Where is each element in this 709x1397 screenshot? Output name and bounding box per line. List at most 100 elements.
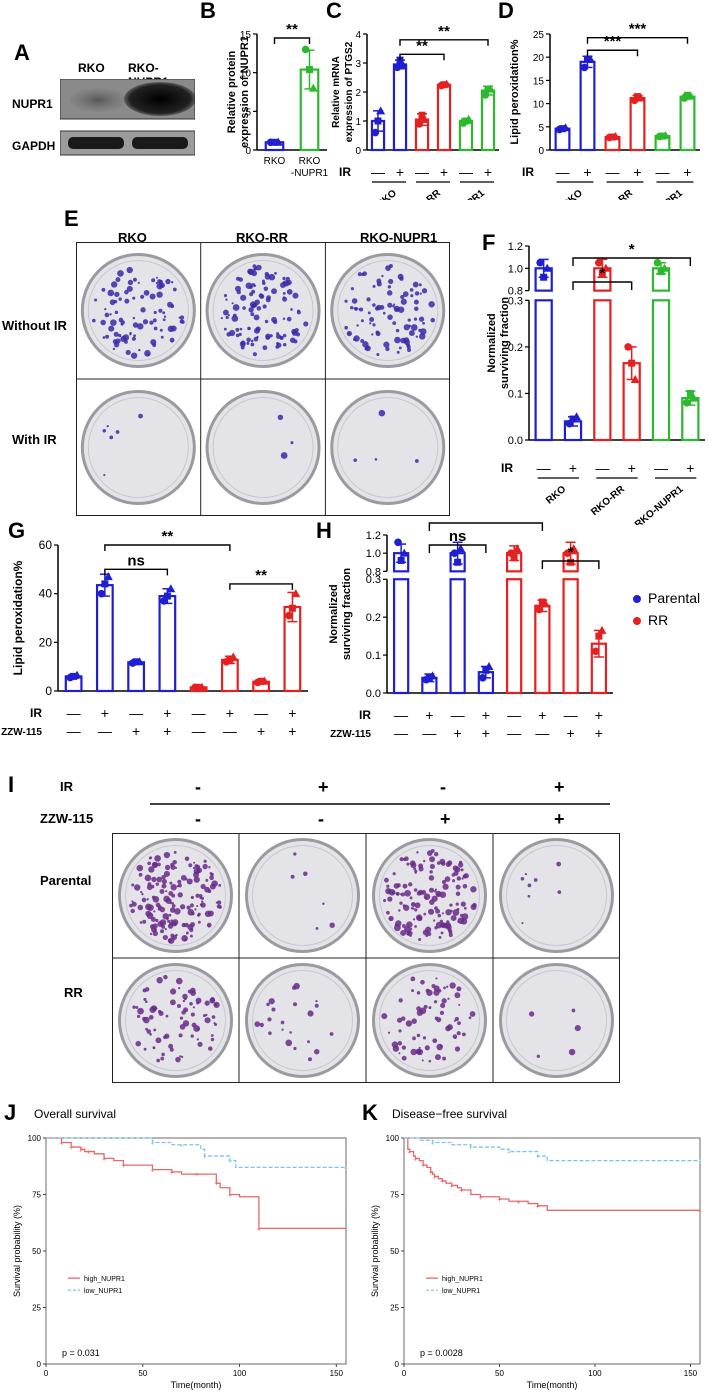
data-point: [609, 133, 616, 141]
colony: [216, 900, 222, 905]
data-point: [376, 106, 386, 115]
colony: [142, 319, 149, 325]
colony: [268, 1031, 272, 1035]
x-tick-label: 0: [44, 1369, 49, 1378]
colony: [396, 350, 400, 354]
colony-i-zzw-2: -: [318, 809, 324, 829]
sig-bracket: [229, 583, 294, 590]
data-point: [482, 666, 490, 674]
zzw-sign: —: [422, 725, 436, 741]
y-tick-label: 20: [533, 53, 545, 64]
colony: [178, 1033, 183, 1038]
colony: [249, 301, 257, 308]
colony: [406, 345, 411, 350]
colony: [202, 863, 208, 870]
colony: [407, 318, 411, 322]
colony: [194, 908, 197, 911]
zzw-sign: +: [288, 723, 296, 739]
colony: [407, 348, 412, 353]
colony: [131, 901, 137, 907]
data-point: [684, 91, 691, 99]
colony: [163, 974, 168, 980]
dish-rim: [87, 260, 189, 361]
colony: [210, 997, 215, 1002]
colony: [409, 860, 416, 867]
colony: [153, 910, 156, 913]
y-tick-label: 0.1: [508, 388, 523, 400]
colony: [144, 874, 152, 882]
dish-rim: [252, 845, 353, 946]
y-tick-label: 0.2: [366, 612, 381, 624]
colony: [571, 1008, 576, 1013]
colony: [280, 336, 283, 340]
colony: [408, 882, 413, 887]
colony: [151, 861, 159, 869]
colony: [253, 267, 257, 271]
colony: [394, 924, 401, 932]
y-tick-label: 0.0: [366, 688, 381, 700]
colony: [271, 1007, 276, 1012]
colony: [434, 1054, 441, 1061]
colony: [104, 307, 107, 311]
colony: [449, 903, 453, 907]
colony: [130, 352, 138, 359]
colony: [441, 879, 447, 885]
censor-mark: +: [195, 1172, 199, 1179]
dish-rim: [337, 260, 439, 361]
colony: [181, 1055, 184, 1059]
colony: [250, 312, 255, 317]
colony: [132, 1005, 136, 1009]
y-tick-label: 0.2: [508, 342, 523, 354]
censor-mark: +: [150, 1141, 154, 1148]
culture-dish: [118, 963, 233, 1078]
data-point: [628, 359, 636, 367]
bar: [562, 578, 579, 695]
dish-rim: [87, 397, 189, 498]
censor-mark: +: [413, 1156, 417, 1163]
colony: [293, 1046, 297, 1051]
y-tick-label: 5: [538, 123, 544, 134]
censor-mark: +: [257, 1226, 261, 1233]
colony: [159, 906, 166, 913]
censor-mark: +: [121, 1163, 125, 1170]
colony: [367, 311, 371, 315]
censor-mark: +: [536, 1154, 540, 1161]
colony: [190, 922, 196, 928]
colony: [164, 1033, 170, 1039]
colony: [151, 876, 157, 883]
x-tick-label: 150: [330, 1369, 344, 1378]
colony: [176, 884, 180, 888]
colony: [245, 282, 253, 289]
colony: [441, 912, 445, 915]
colony: [174, 908, 181, 915]
data-point: [660, 263, 670, 272]
colony: [107, 289, 115, 297]
censor-mark: +: [150, 1168, 154, 1175]
colony: [165, 890, 168, 893]
colony: [113, 331, 119, 337]
colony: [137, 281, 140, 284]
colony: [385, 346, 390, 352]
colony: [155, 918, 159, 923]
data-point: [561, 123, 571, 132]
x-tick-label: RKO: [299, 156, 321, 167]
colony: [394, 336, 401, 344]
colony: [293, 339, 298, 344]
colony: [557, 890, 562, 894]
data-point: [624, 343, 632, 351]
colony: [152, 318, 157, 323]
colony: [142, 919, 147, 924]
colony: [135, 1040, 142, 1047]
colony: [223, 294, 228, 298]
colony: [144, 350, 151, 357]
ir-sign: +: [396, 164, 404, 180]
colony: [454, 992, 461, 999]
colony-e-col-rko-nupr1: RKO-NUPR1: [360, 230, 438, 245]
group-label: RKO: [561, 188, 585, 200]
colony: [398, 909, 401, 912]
colony-i-ir-2: +: [318, 777, 329, 797]
censor-mark: +: [203, 1154, 207, 1161]
colony: [195, 893, 200, 898]
colony: [462, 883, 468, 889]
colony: [190, 990, 197, 996]
